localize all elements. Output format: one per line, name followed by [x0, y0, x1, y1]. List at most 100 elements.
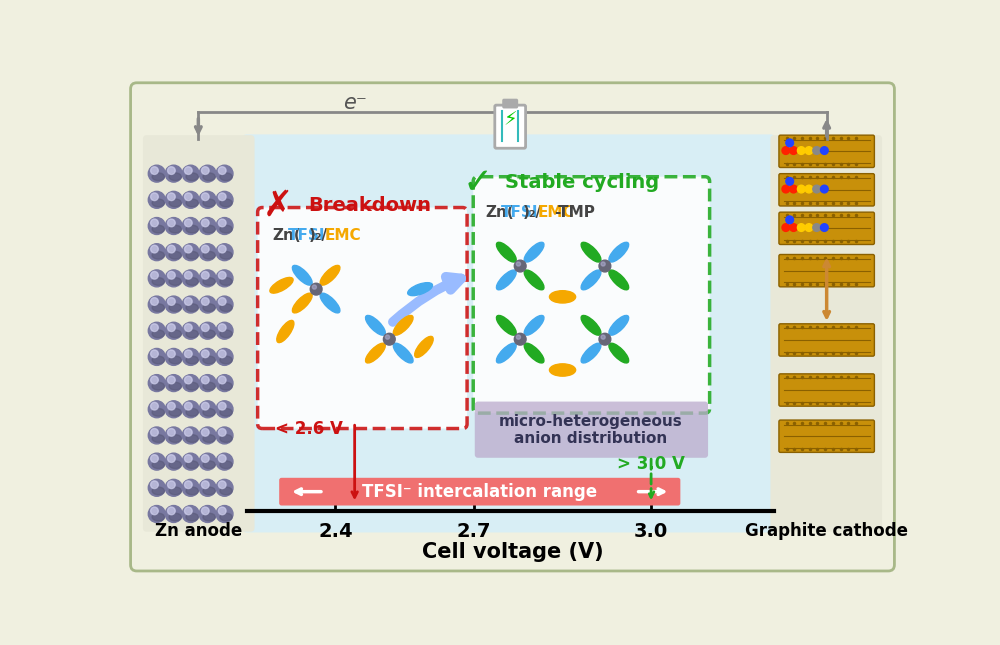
Ellipse shape [220, 435, 232, 442]
Circle shape [168, 376, 175, 384]
FancyBboxPatch shape [495, 105, 526, 148]
Circle shape [820, 224, 828, 232]
Circle shape [218, 350, 226, 358]
Text: ⚡: ⚡ [503, 110, 517, 129]
Ellipse shape [609, 343, 629, 363]
Ellipse shape [169, 277, 181, 285]
Circle shape [182, 192, 199, 208]
Circle shape [601, 335, 605, 339]
Ellipse shape [203, 225, 215, 233]
Circle shape [216, 479, 233, 496]
Text: )₂/: )₂/ [522, 204, 541, 220]
FancyBboxPatch shape [279, 478, 680, 506]
Ellipse shape [549, 291, 576, 303]
Ellipse shape [609, 243, 629, 262]
Ellipse shape [152, 225, 164, 233]
Text: ✗: ✗ [263, 189, 293, 223]
Ellipse shape [581, 343, 601, 363]
Ellipse shape [186, 199, 198, 207]
Circle shape [165, 375, 182, 392]
Circle shape [148, 217, 165, 235]
Ellipse shape [203, 461, 215, 468]
Circle shape [786, 177, 794, 185]
Circle shape [216, 192, 233, 208]
Ellipse shape [169, 330, 181, 338]
Circle shape [148, 322, 165, 339]
Circle shape [201, 193, 209, 201]
Ellipse shape [292, 293, 312, 313]
Ellipse shape [152, 173, 164, 181]
Circle shape [385, 335, 390, 339]
Circle shape [182, 453, 199, 470]
Ellipse shape [186, 435, 198, 442]
Ellipse shape [393, 315, 413, 335]
Circle shape [148, 506, 165, 522]
Ellipse shape [524, 343, 544, 363]
Ellipse shape [203, 487, 215, 495]
Ellipse shape [186, 356, 198, 364]
Circle shape [216, 270, 233, 287]
Circle shape [216, 296, 233, 313]
Text: EMC: EMC [325, 228, 361, 243]
Circle shape [813, 224, 820, 232]
Ellipse shape [496, 270, 516, 290]
Circle shape [151, 324, 158, 332]
Ellipse shape [220, 487, 232, 495]
Circle shape [151, 376, 158, 384]
Circle shape [199, 348, 216, 365]
Circle shape [184, 376, 192, 384]
Ellipse shape [186, 461, 198, 468]
Circle shape [201, 297, 209, 305]
Circle shape [797, 185, 805, 193]
Circle shape [820, 146, 828, 154]
Circle shape [218, 193, 226, 201]
Ellipse shape [524, 270, 544, 290]
Circle shape [165, 401, 182, 418]
Circle shape [151, 350, 158, 358]
Circle shape [182, 296, 199, 313]
Circle shape [218, 219, 226, 227]
Ellipse shape [186, 382, 198, 390]
Circle shape [199, 270, 216, 287]
Text: > 3.0 V: > 3.0 V [617, 455, 685, 473]
Ellipse shape [203, 277, 215, 285]
Ellipse shape [524, 315, 544, 335]
Circle shape [790, 224, 797, 232]
Circle shape [168, 297, 175, 305]
Ellipse shape [277, 321, 294, 342]
Text: < 2.6 V: < 2.6 V [275, 420, 342, 438]
Circle shape [201, 166, 209, 174]
Ellipse shape [203, 330, 215, 338]
Circle shape [199, 479, 216, 496]
Ellipse shape [220, 513, 232, 521]
Circle shape [216, 348, 233, 365]
Circle shape [216, 427, 233, 444]
Ellipse shape [549, 364, 576, 376]
Circle shape [168, 272, 175, 279]
Circle shape [184, 481, 192, 488]
Circle shape [218, 272, 226, 279]
Text: Breakdown: Breakdown [308, 197, 431, 215]
Circle shape [516, 262, 520, 266]
Ellipse shape [220, 173, 232, 181]
Ellipse shape [169, 487, 181, 495]
Text: Zn(: Zn( [272, 228, 301, 243]
Circle shape [151, 245, 158, 253]
Ellipse shape [169, 513, 181, 521]
Circle shape [199, 217, 216, 235]
FancyBboxPatch shape [131, 83, 894, 571]
Ellipse shape [270, 277, 293, 293]
Ellipse shape [581, 243, 601, 262]
Ellipse shape [169, 225, 181, 233]
Circle shape [813, 146, 820, 154]
Circle shape [199, 401, 216, 418]
Text: Graphite cathode: Graphite cathode [745, 522, 908, 540]
Circle shape [168, 350, 175, 358]
Circle shape [201, 507, 209, 515]
Circle shape [216, 165, 233, 182]
Circle shape [168, 245, 175, 253]
Ellipse shape [169, 199, 181, 207]
Ellipse shape [186, 277, 198, 285]
Circle shape [148, 375, 165, 392]
Circle shape [216, 401, 233, 418]
